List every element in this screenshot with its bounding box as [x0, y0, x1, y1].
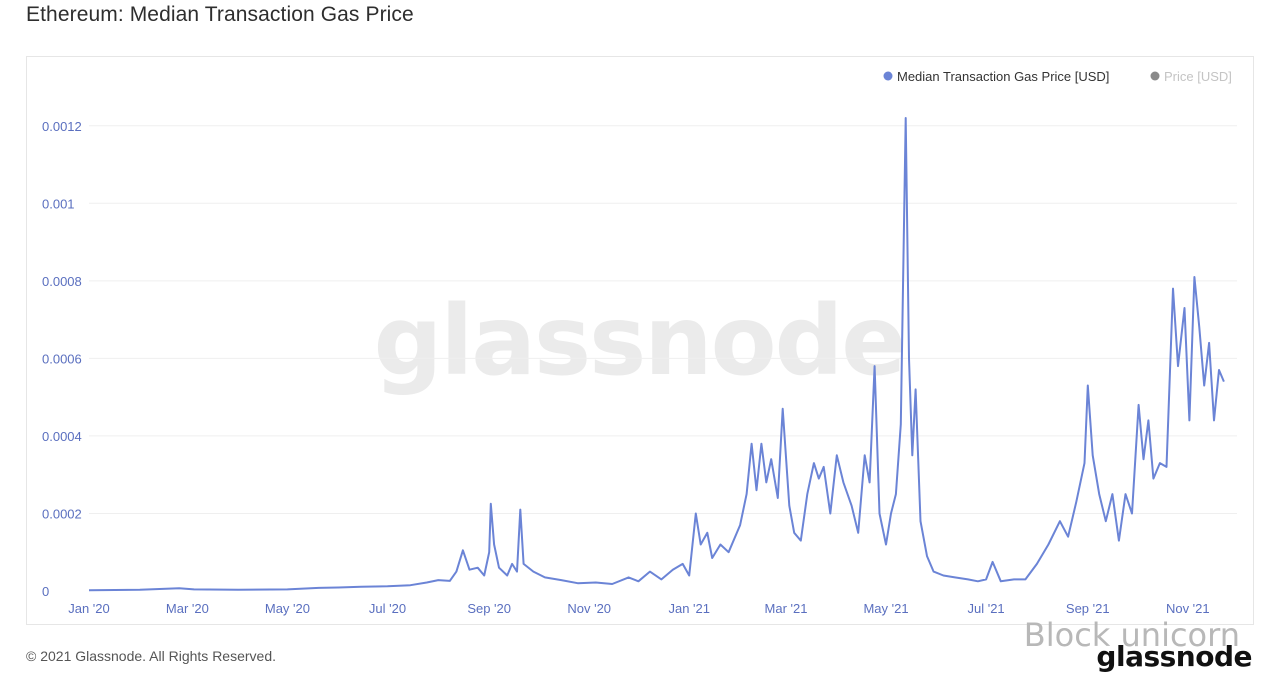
- y-tick-label: 0.0008: [42, 274, 82, 289]
- y-tick-label: 0.001: [42, 196, 75, 211]
- x-tick-label: Jul '21: [967, 601, 1004, 616]
- legend-label-median-gas-price: Median Transaction Gas Price [USD]: [897, 69, 1109, 84]
- y-tick-label: 0: [42, 584, 49, 599]
- x-tick-label: Sep '21: [1066, 601, 1110, 616]
- series-layer: [88, 117, 1225, 592]
- y-tick-label: 0.0004: [42, 429, 82, 444]
- x-tick-label: May '21: [863, 601, 908, 616]
- y-tick-label: 0.0006: [42, 351, 82, 366]
- glassnode-logo: glassnode: [1096, 640, 1252, 673]
- x-tick-label: Nov '20: [567, 601, 611, 616]
- y-axis: 0 0.0002 0.0004 0.0006 0.0008 0.001 0.0012: [42, 119, 82, 599]
- series-line-median-gas-price: [88, 117, 1225, 592]
- grid-lines: [89, 125, 1237, 514]
- x-tick-label: Jul '20: [369, 601, 406, 616]
- legend: Median Transaction Gas Price [USD] Price…: [883, 69, 1232, 84]
- x-tick-label: Mar '20: [166, 601, 209, 616]
- x-tick-label: Sep '20: [467, 601, 511, 616]
- legend-item-price[interactable]: Price [USD]: [1150, 69, 1232, 84]
- chart-frame: glassnode 0 0.0002 0.0004 0.0006 0.0008 0.001…: [26, 56, 1254, 625]
- page-title: Ethereum: Median Transaction Gas Price: [26, 3, 414, 26]
- copyright-footer: © 2021 Glassnode. All Rights Reserved.: [26, 648, 277, 664]
- legend-label-price: Price [USD]: [1164, 69, 1232, 84]
- x-tick-label: Mar '21: [765, 601, 808, 616]
- x-tick-label: Jan '21: [668, 601, 710, 616]
- x-axis: Jan '20 Mar '20 May '20 Jul '20 Sep '20 Nov '…: [68, 601, 1209, 616]
- x-tick-label: May '20: [265, 601, 310, 616]
- chart-watermark: glassnode: [374, 285, 905, 397]
- legend-marker-median-gas-price: [883, 71, 893, 81]
- legend-marker-price: [1150, 71, 1160, 81]
- overlay-watermark: Block unicorn: [1023, 616, 1240, 654]
- legend-item-median-gas-price[interactable]: Median Transaction Gas Price [USD]: [883, 69, 1110, 84]
- x-tick-label: Nov '21: [1166, 601, 1210, 616]
- y-tick-label: 0.0002: [42, 506, 82, 521]
- y-tick-label: 0.0012: [42, 119, 82, 134]
- chart-svg: glassnode 0 0.0002 0.0004 0.0006 0.0008 0.001…: [42, 69, 1237, 616]
- x-tick-label: Jan '20: [68, 601, 110, 616]
